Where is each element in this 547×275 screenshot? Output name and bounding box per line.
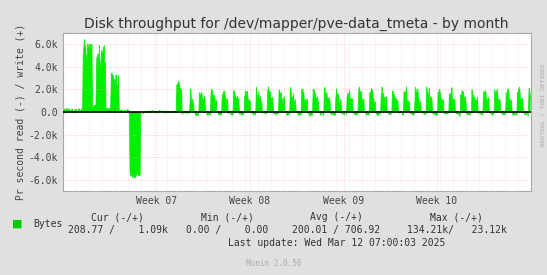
Title: Disk throughput for /dev/mapper/pve-data_tmeta - by month: Disk throughput for /dev/mapper/pve-data… [84, 16, 509, 31]
Text: 134.21k/   23.12k: 134.21k/ 23.12k [407, 225, 507, 235]
Text: 208.77 /    1.09k: 208.77 / 1.09k [68, 225, 167, 235]
Text: Munin 2.0.56: Munin 2.0.56 [246, 260, 301, 268]
Text: RRDTOOL / TOBI OETIKER: RRDTOOL / TOBI OETIKER [540, 63, 546, 146]
Text: 200.01 / 706.92: 200.01 / 706.92 [292, 225, 381, 235]
Y-axis label: Pr second read (-) / write (+): Pr second read (-) / write (+) [16, 24, 26, 200]
Text: Max (-/+): Max (-/+) [430, 212, 483, 222]
Text: Bytes: Bytes [33, 219, 62, 229]
Text: Min (-/+): Min (-/+) [201, 212, 253, 222]
Text: Last update: Wed Mar 12 07:00:03 2025: Last update: Wed Mar 12 07:00:03 2025 [228, 238, 445, 248]
Text: Cur (-/+): Cur (-/+) [91, 212, 144, 222]
Text: Avg (-/+): Avg (-/+) [310, 212, 363, 222]
Text: ■: ■ [12, 219, 22, 229]
Text: 0.00 /    0.00: 0.00 / 0.00 [186, 225, 268, 235]
